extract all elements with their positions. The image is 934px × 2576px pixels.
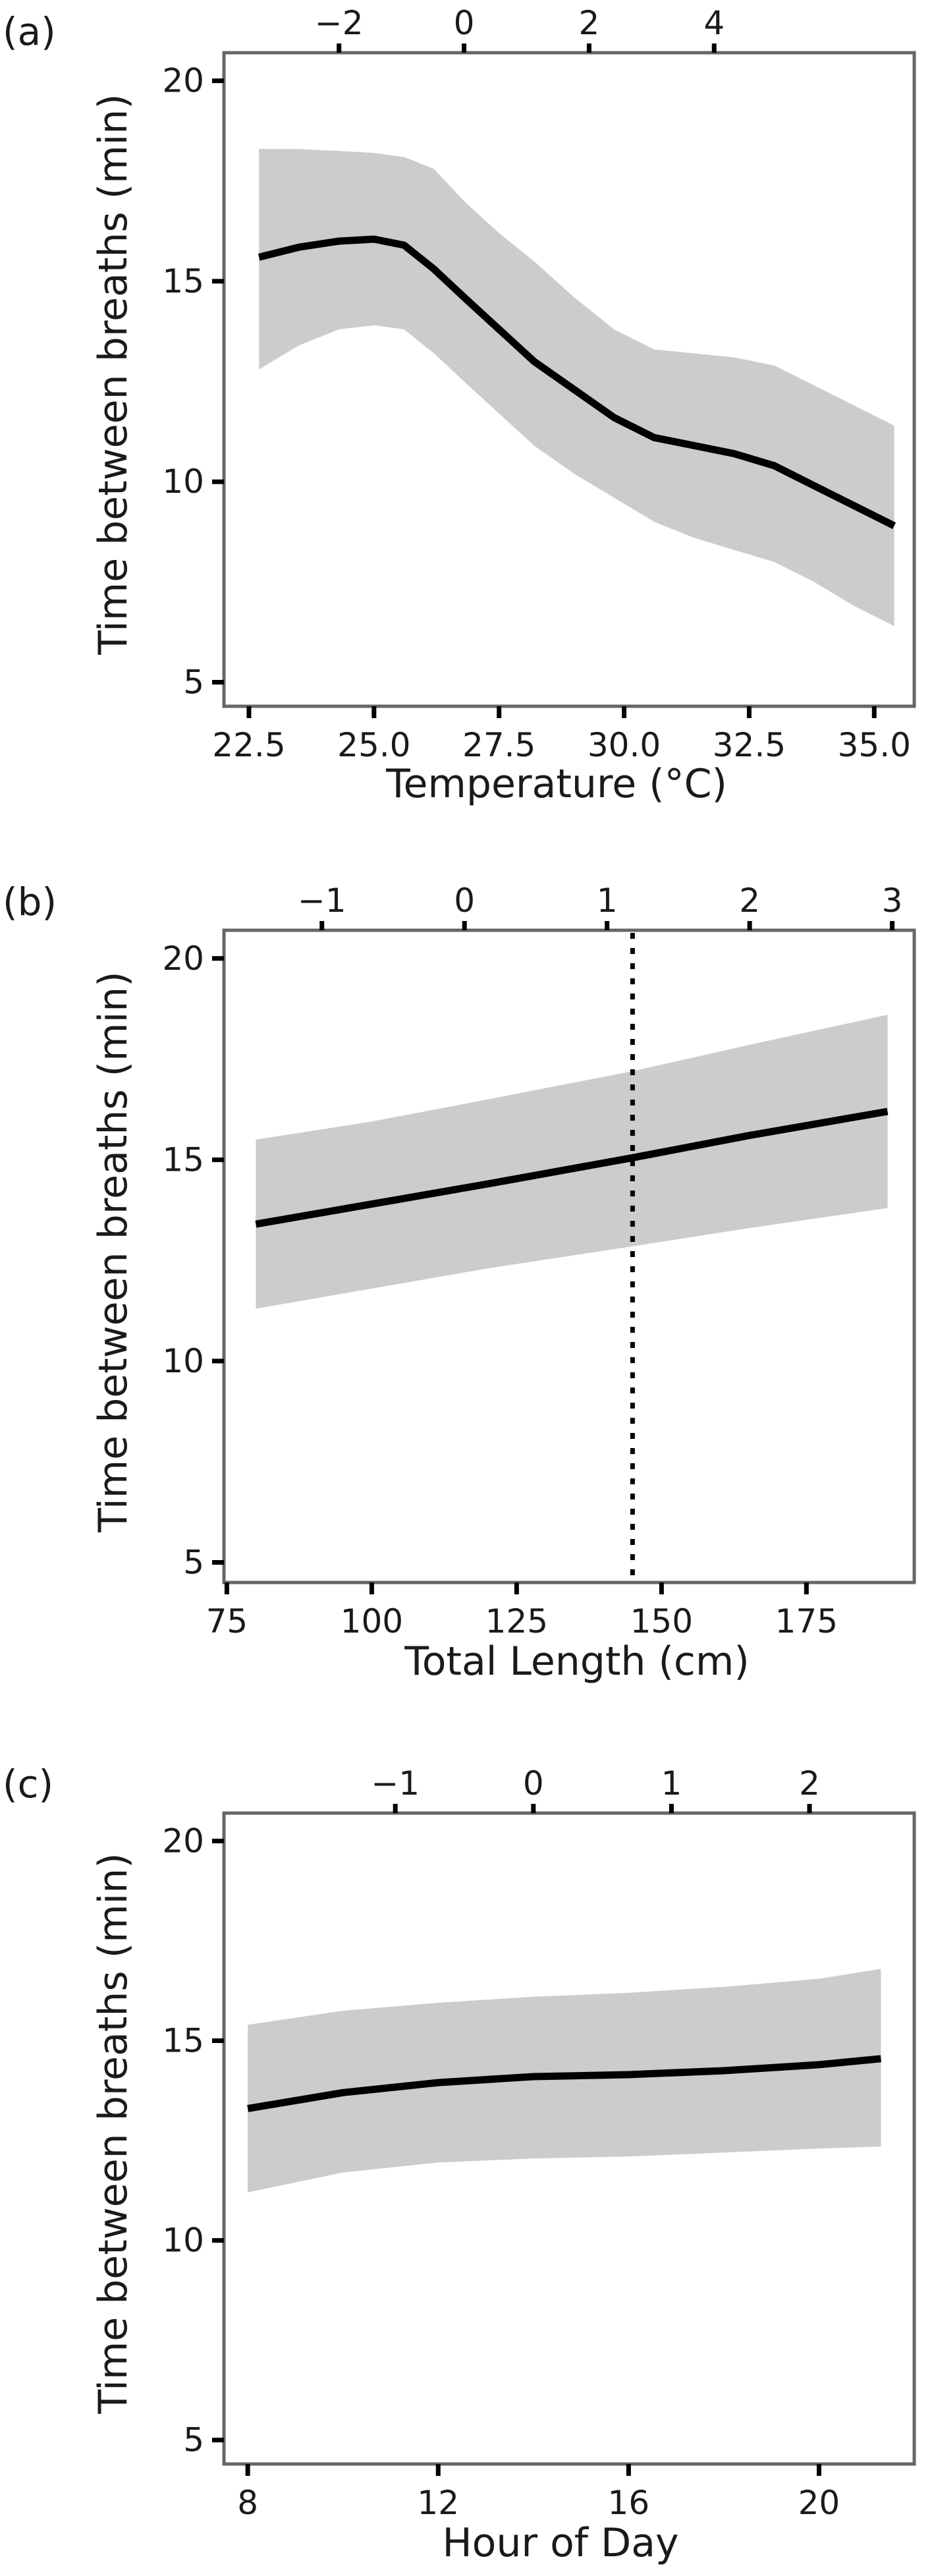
x-tick-label: 20 xyxy=(798,2484,840,2522)
top-tick-label: 2 xyxy=(578,4,599,42)
x-tick-label: 12 xyxy=(417,2484,459,2522)
y-tick-label: 15 xyxy=(162,2021,204,2059)
x-tick-label: 35.0 xyxy=(838,726,911,764)
confidence-band xyxy=(248,1969,881,2193)
x-tick-label: 150 xyxy=(630,1602,693,1640)
x-tick-label: 22.5 xyxy=(212,726,285,764)
y-tick-label: 20 xyxy=(162,1822,204,1860)
x-tick-label: 30.0 xyxy=(588,726,661,764)
x-tick-label: 8 xyxy=(237,2484,258,2522)
x-tick-label: 75 xyxy=(206,1602,248,1640)
x-tick-label: 175 xyxy=(775,1602,838,1640)
panel-label: (a) xyxy=(3,9,56,54)
y-tick-label: 10 xyxy=(162,1342,204,1380)
y-tick-label: 10 xyxy=(162,2222,204,2260)
panel-label: (c) xyxy=(3,1762,53,1806)
panel-label: (b) xyxy=(3,880,57,924)
top-tick-label: 1 xyxy=(661,1764,682,1803)
x-tick-label: 27.5 xyxy=(462,726,536,764)
plot-frame xyxy=(222,928,916,1584)
top-tick-label: 0 xyxy=(523,1764,544,1803)
y-axis-title: Time between breaths (min) xyxy=(90,94,136,655)
x-tick-label: 16 xyxy=(608,2484,650,2522)
top-tick-label: −1 xyxy=(298,882,346,920)
x-axis-title: Total Length (cm) xyxy=(404,1638,749,1685)
x-axis-title: Temperature (°C) xyxy=(385,761,727,807)
top-tick-label: 0 xyxy=(454,882,475,920)
y-tick-label: 20 xyxy=(162,62,204,100)
x-tick-label: 100 xyxy=(341,1602,403,1640)
y-axis-title: Time between breaths (min) xyxy=(90,1853,136,2414)
x-tick-label: 32.5 xyxy=(713,726,786,764)
x-tick-label: 25.0 xyxy=(337,726,410,764)
fitted-line xyxy=(255,1107,889,1228)
y-tick-label: 20 xyxy=(162,939,204,978)
top-tick-label: −1 xyxy=(371,1764,420,1803)
y-tick-label: 5 xyxy=(183,663,204,701)
top-tick-label: 1 xyxy=(597,882,618,920)
top-tick-label: 3 xyxy=(882,882,903,920)
fitted-line xyxy=(258,235,896,530)
y-tick-label: 5 xyxy=(183,2421,204,2459)
panel-b: (b) 5 10 15 20 75 100 125 150 175 −1 0 1 2 3 Total … xyxy=(3,880,916,1685)
plot-frame xyxy=(222,51,916,708)
top-tick-label: −2 xyxy=(315,4,364,42)
y-axis-title: Time between breaths (min) xyxy=(90,971,136,1532)
top-tick-label: 0 xyxy=(454,4,475,42)
y-tick-label: 15 xyxy=(162,1140,204,1179)
top-tick-label: 2 xyxy=(799,1764,820,1803)
x-tick-label: 125 xyxy=(485,1602,548,1640)
panel-a: (a) 5 10 15 20 22.5 25.0 27.5 30.0 32.5 35.0 −2 0… xyxy=(3,4,916,807)
top-tick-label: 2 xyxy=(739,882,760,920)
y-tick-label: 5 xyxy=(183,1543,204,1581)
plot-frame xyxy=(222,1811,916,2466)
fitted-line xyxy=(247,2055,881,2112)
top-tick-label: 4 xyxy=(703,4,725,42)
x-axis-title: Hour of Day xyxy=(443,2520,679,2566)
y-tick-label: 10 xyxy=(162,462,204,501)
y-tick-label: 15 xyxy=(162,262,204,300)
confidence-band xyxy=(256,1015,888,1309)
